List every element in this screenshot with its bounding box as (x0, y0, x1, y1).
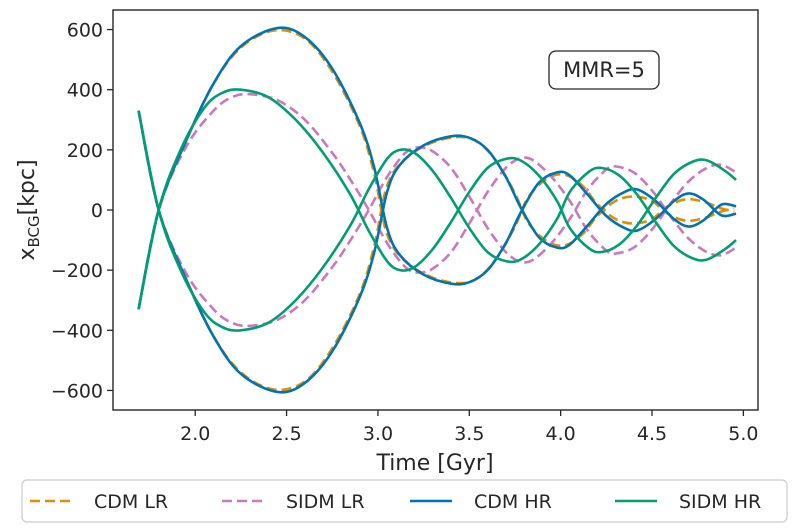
x-tick-label: 5.0 (728, 423, 758, 445)
y-tick-label: 0 (91, 200, 103, 222)
annotation-frame (548, 50, 660, 90)
legend-label-cdm-lr: CDM LR (94, 491, 168, 513)
legend-item-sidm-hr: SIDM HR (615, 491, 761, 513)
series-line-cdm-hr-branch-a (137, 26, 737, 310)
legend-item-cdm-hr: CDM HR (410, 491, 552, 513)
series-line-sidm-lr-branch-b (137, 110, 737, 328)
x-tick-label: 4.5 (637, 423, 667, 445)
y-tick-label: 400 (67, 80, 103, 102)
legend-item-sidm-lr: SIDM LR (222, 491, 365, 513)
legend-label-sidm-lr: SIDM LR (286, 491, 365, 513)
annotation-box: MMR=5 (548, 50, 660, 90)
y-axis-label-main: x (15, 248, 40, 261)
x-tick-label: 3.0 (363, 423, 393, 445)
y-axis-label: xBCG[kpc] (15, 159, 43, 260)
legend-item-cdm-lr: CDM LR (30, 491, 168, 513)
y-tick-label: −600 (51, 380, 103, 402)
annotation-text: MMR=5 (563, 58, 645, 82)
legend-frame (21, 479, 788, 523)
y-axis-ticks: −600 −400 −200 0 200 400 600 (51, 20, 113, 402)
y-tick-label: −400 (51, 320, 103, 342)
y-tick-label: 600 (67, 20, 103, 42)
y-tick-label: 200 (67, 140, 103, 162)
x-tick-label: 2.0 (180, 423, 210, 445)
x-tick-label: 2.5 (271, 423, 301, 445)
x-tick-label: 4.0 (546, 423, 576, 445)
y-axis-label-subscript: BCG (25, 215, 43, 247)
series-line-sidm-hr-branch-b (137, 110, 737, 332)
series-layer (137, 26, 737, 394)
series-line-sidm-hr-branch-a (137, 88, 737, 310)
series-line-cdm-hr-branch-b (137, 110, 737, 394)
legend-label-cdm-hr: CDM HR (474, 491, 552, 513)
legend: CDM LR SIDM LR CDM HR SIDM HR (21, 479, 788, 523)
x-tick-label: 3.5 (454, 423, 484, 445)
x-axis-label: Time [Gyr] (375, 451, 493, 476)
x-axis-ticks: 2.0 2.5 3.0 3.5 4.0 4.5 5.0 (180, 410, 758, 445)
y-axis-label-unit: [kpc] (15, 159, 40, 215)
plot-frame (112, 9, 759, 411)
y-tick-label: −200 (51, 260, 103, 282)
legend-label-sidm-hr: SIDM HR (679, 491, 761, 513)
series-line-sidm-lr-branch-a (137, 92, 737, 310)
